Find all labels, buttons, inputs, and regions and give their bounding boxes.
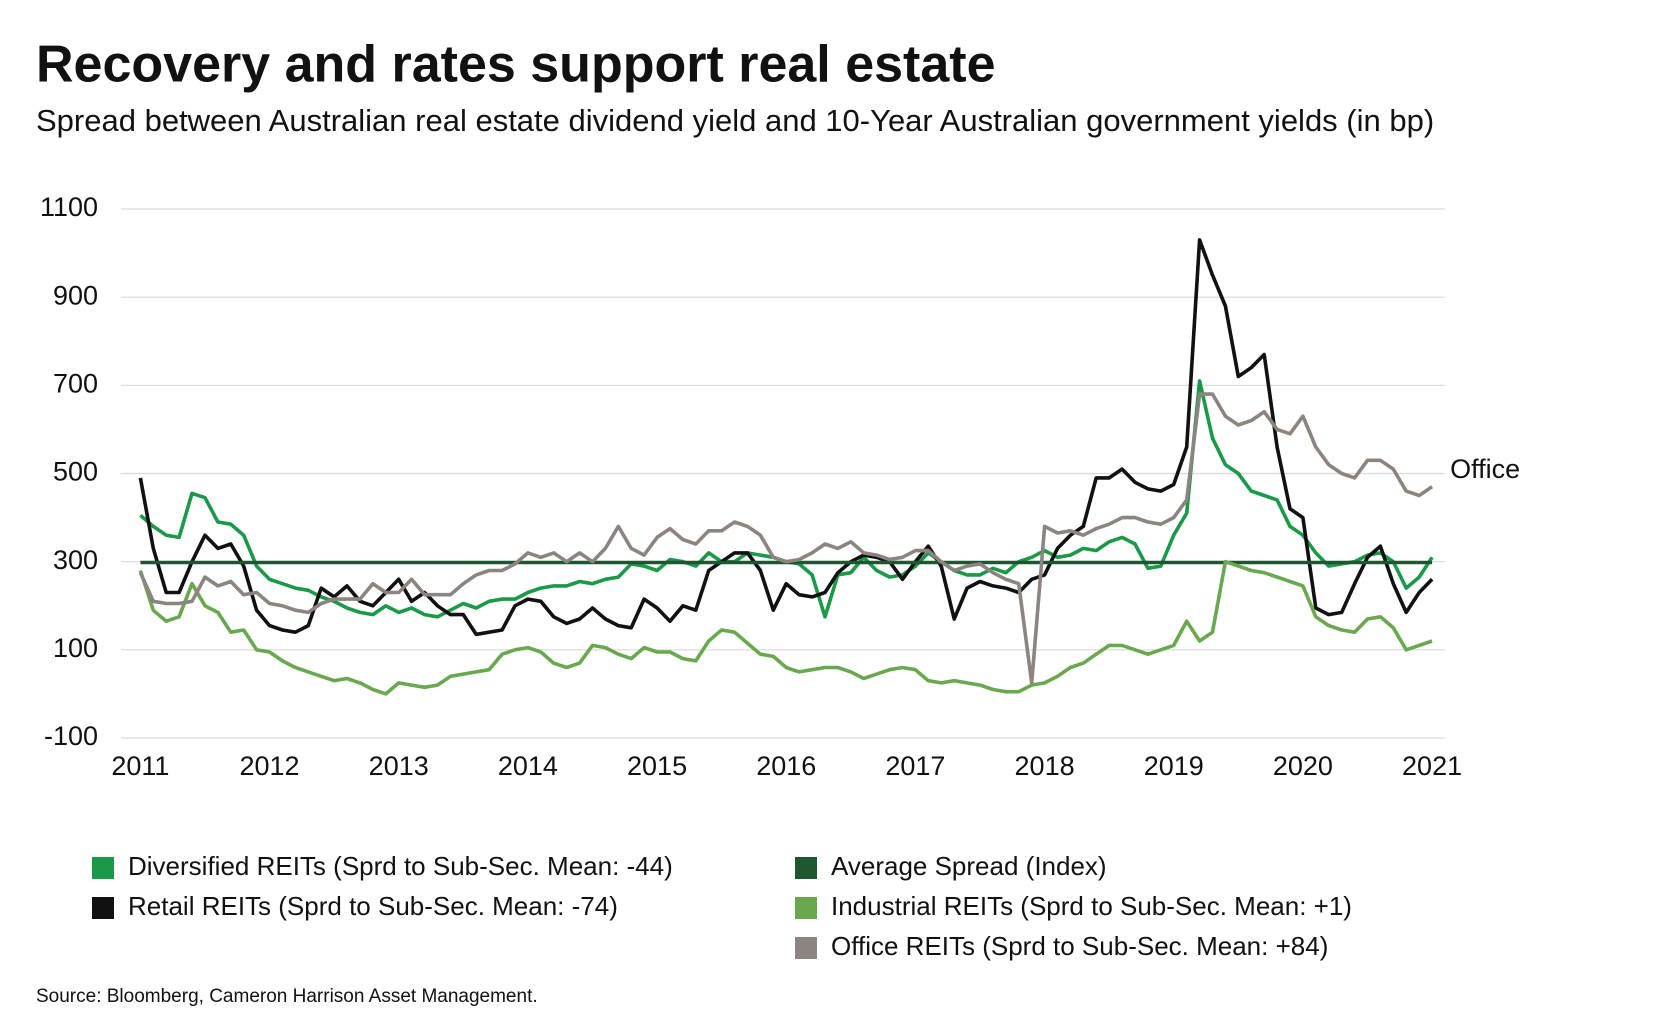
legend-swatch: [795, 857, 817, 879]
series-line: [138, 238, 1434, 637]
x-tick-label: 2015: [627, 751, 687, 781]
x-tick-label: 2018: [1015, 751, 1075, 781]
legend-swatch: [795, 897, 817, 919]
annotation: Office: [1450, 454, 1520, 484]
legend-swatch: [92, 857, 114, 879]
legend-label: Industrial REITs (Sprd to Sub-Sec. Mean:…: [831, 891, 1352, 921]
x-tick-label: 2013: [369, 751, 429, 781]
chart-title: Recovery and rates support real estate: [36, 36, 996, 94]
x-tick-label: 2012: [240, 751, 300, 781]
y-tick-label: 500: [53, 457, 98, 487]
y-tick-label: 300: [53, 545, 98, 575]
y-tick-label: 100: [53, 633, 98, 663]
legend-swatch: [92, 897, 114, 919]
y-tick-label: -100: [44, 721, 98, 751]
x-tick-label: 2021: [1402, 751, 1462, 781]
x-tick-label: 2019: [1144, 751, 1204, 781]
series-line: [138, 392, 1434, 685]
x-tick-label: 2016: [756, 751, 816, 781]
y-tick-label: 1100: [40, 192, 98, 222]
legend-label: Diversified REITs (Sprd to Sub-Sec. Mean…: [128, 851, 673, 881]
y-tick-label: 700: [53, 368, 98, 398]
legend-label: Retail REITs (Sprd to Sub-Sec. Mean: -74…: [128, 891, 618, 921]
legend-label: Average Spread (Index): [831, 851, 1107, 881]
legend-swatch: [795, 937, 817, 959]
source-note: Source: Bloomberg, Cameron Harrison Asse…: [36, 986, 538, 1007]
x-tick-label: 2014: [498, 751, 558, 781]
legend-label: Office REITs (Sprd to Sub-Sec. Mean: +84…: [831, 931, 1328, 961]
chart-subtitle: Spread between Australian real estate di…: [36, 103, 1434, 138]
series-line: [139, 379, 1434, 619]
x-tick-label: 2020: [1273, 751, 1333, 781]
series-line: [138, 559, 1433, 696]
x-tick-label: 2011: [111, 751, 169, 781]
y-tick-label: 900: [53, 280, 98, 310]
x-tick-label: 2017: [885, 751, 945, 781]
